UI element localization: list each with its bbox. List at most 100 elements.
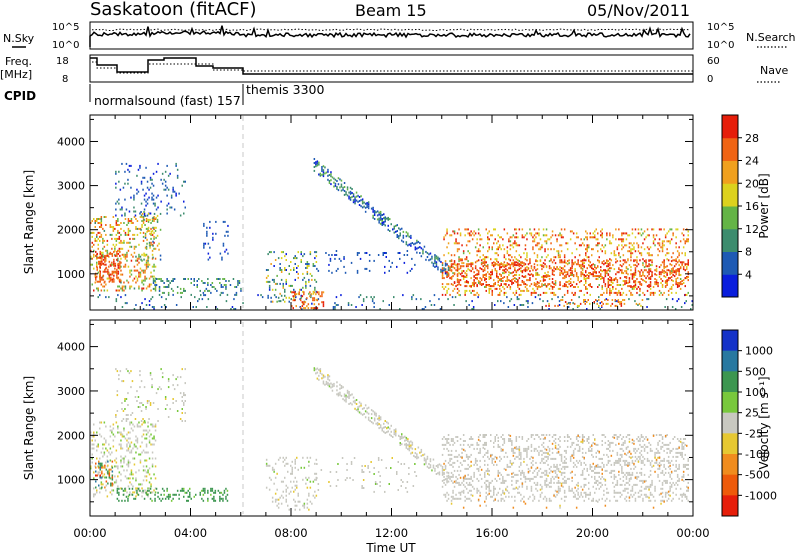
data-cell xyxy=(450,475,453,478)
data-cell xyxy=(520,264,522,267)
data-cell xyxy=(459,273,462,276)
data-cell xyxy=(459,284,462,286)
data-cell xyxy=(446,491,448,494)
data-cell xyxy=(479,449,481,452)
data-cell xyxy=(476,250,478,253)
data-cell xyxy=(220,291,223,294)
data-cell xyxy=(146,198,149,201)
data-cell xyxy=(141,253,143,256)
data-cell xyxy=(518,485,521,488)
data-cell xyxy=(441,267,444,270)
data-cell xyxy=(144,277,146,280)
data-cell xyxy=(284,458,286,461)
data-cell xyxy=(563,449,566,452)
data-cell xyxy=(129,220,131,222)
data-cell xyxy=(512,447,515,450)
data-cell xyxy=(375,211,377,214)
data-cell xyxy=(634,264,637,267)
data-cell xyxy=(206,306,208,308)
data-cell xyxy=(596,302,598,305)
data-cell xyxy=(591,286,593,288)
data-cell xyxy=(100,235,103,238)
data-cell xyxy=(315,165,317,168)
data-cell xyxy=(607,280,610,282)
data-cell xyxy=(474,461,477,464)
data-cell xyxy=(609,270,611,273)
data-cell xyxy=(669,228,671,231)
data-cell xyxy=(545,275,548,278)
data-cell xyxy=(101,278,103,281)
data-cell xyxy=(639,271,641,274)
data-cell xyxy=(282,298,284,301)
data-cell xyxy=(446,438,448,440)
data-cell xyxy=(484,481,486,484)
data-cell xyxy=(559,281,561,284)
data-cell xyxy=(184,400,186,402)
data-cell xyxy=(124,255,127,258)
data-cell xyxy=(443,493,445,496)
data-cell xyxy=(282,456,284,459)
data-cell xyxy=(526,453,528,456)
data-cell xyxy=(306,498,309,501)
data-cell xyxy=(494,238,496,241)
data-cell xyxy=(154,439,157,442)
data-cell xyxy=(138,253,140,256)
data-cell xyxy=(591,254,593,257)
data-cell xyxy=(373,214,376,216)
data-cell xyxy=(153,241,155,244)
data-cell xyxy=(586,277,588,280)
data-cell xyxy=(318,303,320,306)
data-cell xyxy=(628,234,631,237)
data-cell xyxy=(462,275,465,278)
data-cell xyxy=(108,260,111,263)
data-cell xyxy=(538,228,540,231)
data-cell xyxy=(121,465,124,468)
data-cell xyxy=(536,264,539,267)
data-cell xyxy=(465,244,468,247)
data-cell xyxy=(548,278,551,280)
data-cell xyxy=(524,449,527,452)
data-cell xyxy=(535,461,537,464)
data-cell xyxy=(116,370,119,373)
data-cell xyxy=(105,441,107,444)
data-cell xyxy=(666,252,668,255)
data-cell xyxy=(91,283,93,286)
data-cell xyxy=(571,272,573,275)
data-cell xyxy=(287,486,289,489)
data-cell xyxy=(282,460,284,463)
data-cell xyxy=(95,278,97,281)
data-cell xyxy=(96,218,98,220)
data-cell xyxy=(523,473,525,476)
data-cell xyxy=(94,237,96,240)
data-cell xyxy=(545,228,548,231)
data-cell xyxy=(151,192,153,195)
data-cell xyxy=(562,272,564,275)
data-cell xyxy=(227,252,229,255)
data-cell xyxy=(472,308,475,310)
data-cell xyxy=(533,282,536,284)
data-cell xyxy=(612,234,614,237)
data-cell xyxy=(339,186,341,189)
data-cell xyxy=(158,248,160,251)
data-cell xyxy=(144,279,146,282)
data-cell xyxy=(672,259,674,262)
data-cell xyxy=(678,272,680,275)
data-cell xyxy=(150,485,152,488)
data-cell xyxy=(327,174,329,177)
data-cell xyxy=(101,260,103,263)
data-cell xyxy=(167,280,170,282)
data-cell xyxy=(96,220,98,222)
data-cell xyxy=(299,288,301,291)
data-cell xyxy=(630,242,632,245)
data-cell xyxy=(514,457,516,460)
data-cell xyxy=(322,171,325,174)
data-cell xyxy=(682,228,685,231)
data-cell xyxy=(575,236,578,239)
data-cell xyxy=(410,242,412,245)
data-cell xyxy=(377,471,380,473)
data-cell xyxy=(601,261,603,264)
data-cell xyxy=(313,158,316,160)
data-cell xyxy=(563,495,566,498)
data-cell xyxy=(396,234,398,236)
data-cell xyxy=(515,473,518,476)
